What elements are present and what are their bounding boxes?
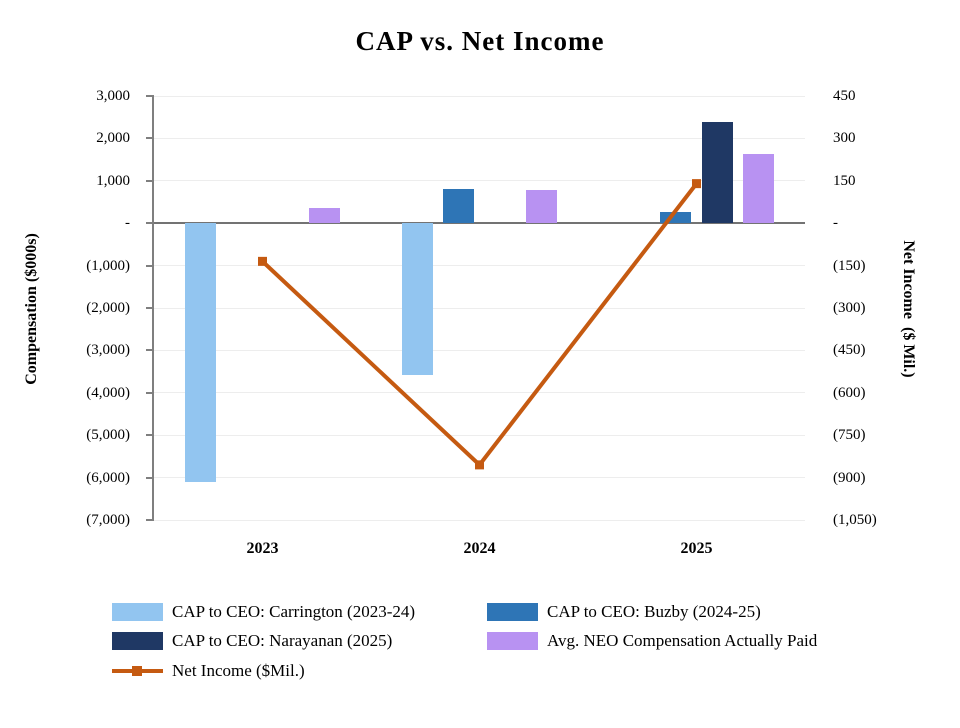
left-axis-tick-label: 3,000 [96,88,130,104]
gridline [154,307,805,309]
bar-avg-neo-2025 [743,154,775,224]
legend-label-avg-neo: Avg. NEO Compensation Actually Paid [547,631,818,650]
left-axis-tick [146,222,154,225]
legend-label-carrington: CAP to CEO: Carrington (2023-24) [172,602,416,621]
left-axis-tick-label: (1,000) [86,257,130,274]
legend-label-net-income: Net Income ($Mil.) [172,661,305,680]
right-axis-tick-label: (300) [833,300,866,316]
gridline [154,265,805,267]
right-axis-tick-label: - [833,215,838,232]
left-axis-tick [146,476,154,479]
left-axis-tick [146,519,154,521]
right-axis-tick-label: (600) [833,384,866,401]
left-axis-tick-label: (7,000) [86,512,130,528]
left-axis-tick-label: (5,000) [86,427,130,444]
left-axis-tick [146,391,154,394]
bar-narayanan-2025 [701,121,733,224]
legend-swatch-avg-neo [487,632,538,650]
x-axis-label: 2025 [680,540,713,557]
x-axis-label: 2024 [463,540,496,557]
net-income-marker-2024 [475,460,484,470]
bar-carrington-2024 [401,223,433,375]
gridline [154,349,805,351]
net-income-line-path [261,182,699,468]
gridline [154,392,805,394]
x-axis-label: 2023 [246,540,279,557]
left-axis-tick-label: (4,000) [86,384,130,401]
chart-title: CAP vs. Net Income [355,26,605,56]
left-axis-tick [146,137,154,140]
left-axis-tick-label: - [125,215,130,232]
gridline [154,434,805,436]
right-axis-tick-label: 300 [833,130,856,147]
gridline [154,137,805,139]
left-axis-tick-label: 2,000 [96,130,130,147]
left-axis-tick [146,95,154,97]
left-axis-tick [146,307,154,309]
left-axis-tick-label: (6,000) [86,469,130,486]
bar-buzby-2024 [443,189,475,224]
legend-label-narayanan: CAP to CEO: Narayanan (2025) [172,631,393,650]
net-income-marker-2025 [692,179,701,189]
left-axis-tick-label: (3,000) [86,342,130,359]
legend-swatch-carrington [112,603,163,621]
legend-label-buzby: CAP to CEO: Buzby (2024-25) [547,602,761,621]
right-axis-tick-label: (750) [833,427,866,444]
left-axis-tick-label: 1,000 [96,172,130,189]
right-axis-tick-label: (1,050) [833,512,877,528]
left-axis-tick [146,349,154,352]
bar-avg-neo-2023 [309,208,341,224]
gridline [154,95,805,97]
right-axis-tick-label: 150 [833,172,856,189]
legend-swatch-narayanan [112,632,163,650]
left-axis-tick [146,264,154,267]
left-axis-tick [146,434,154,437]
right-axis-tick-label: (900) [833,469,866,486]
left-axis-tick-label: (2,000) [86,300,130,316]
net-income-marker-2023 [258,256,267,266]
bar-carrington-2023 [184,223,216,482]
legend-line-marker [132,666,142,676]
right-axis-tick-label: 450 [833,88,856,104]
bar-avg-neo-2024 [526,189,558,224]
gridline [154,477,805,479]
bar-buzby-2025 [660,211,692,224]
legend-swatch-buzby [487,603,538,621]
zero-axis-line [154,222,805,225]
left-axis-tick [146,179,154,182]
right-axis-tick-label: (450) [833,342,866,359]
right-axis-tick-label: (150) [833,257,866,274]
gridline [154,519,805,521]
gridline [154,180,805,182]
left-axis-line [152,96,154,521]
